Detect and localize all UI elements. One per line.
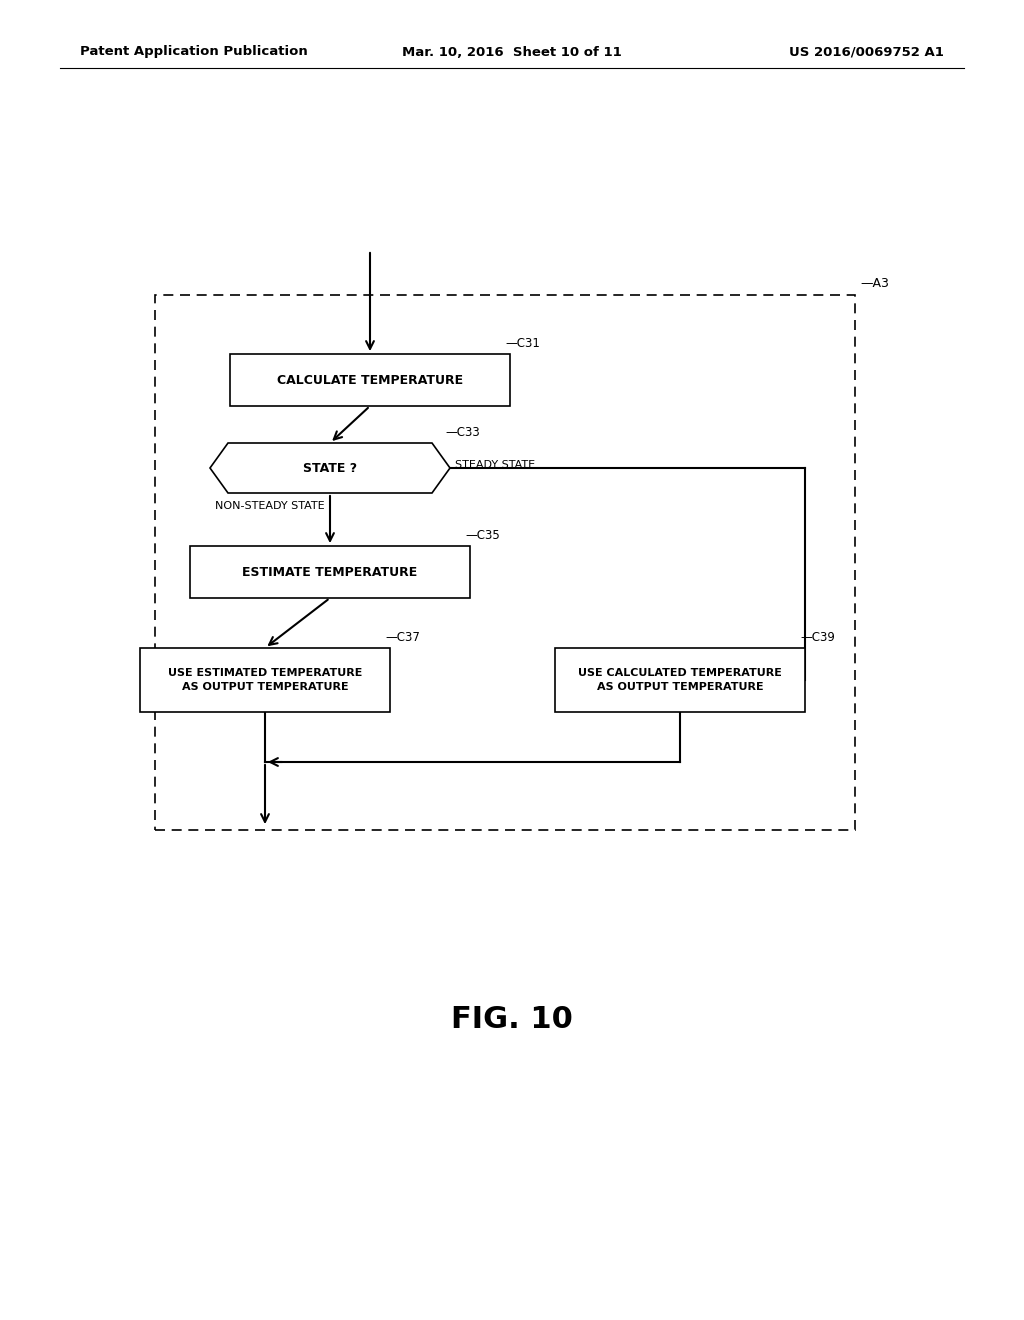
Text: STEADY STATE: STEADY STATE — [455, 459, 536, 470]
Text: NON-STEADY STATE: NON-STEADY STATE — [215, 502, 325, 511]
Bar — [140, 648, 390, 711]
Text: US 2016/0069752 A1: US 2016/0069752 A1 — [790, 45, 944, 58]
Text: USE CALCULATED TEMPERATURE
AS OUTPUT TEMPERATURE: USE CALCULATED TEMPERATURE AS OUTPUT TEM… — [579, 668, 782, 692]
Bar — [155, 294, 855, 830]
Text: CALCULATE TEMPERATURE: CALCULATE TEMPERATURE — [276, 374, 463, 387]
Text: —C35: —C35 — [465, 529, 500, 543]
Text: —C33: —C33 — [445, 426, 480, 440]
Text: FIG. 10: FIG. 10 — [451, 1006, 573, 1035]
Text: Patent Application Publication: Patent Application Publication — [80, 45, 308, 58]
Text: ESTIMATE TEMPERATURE: ESTIMATE TEMPERATURE — [243, 565, 418, 578]
Text: Mar. 10, 2016  Sheet 10 of 11: Mar. 10, 2016 Sheet 10 of 11 — [402, 45, 622, 58]
Text: —A3: —A3 — [860, 277, 889, 290]
Text: —C31: —C31 — [505, 337, 540, 350]
Text: —C39: —C39 — [800, 631, 835, 644]
Bar — [230, 354, 510, 407]
Text: —C37: —C37 — [385, 631, 420, 644]
Text: USE ESTIMATED TEMPERATURE
AS OUTPUT TEMPERATURE: USE ESTIMATED TEMPERATURE AS OUTPUT TEMP… — [168, 668, 362, 692]
Bar — [190, 546, 470, 598]
Text: STATE ?: STATE ? — [303, 462, 357, 474]
Bar — [555, 648, 805, 711]
Polygon shape — [210, 444, 450, 492]
